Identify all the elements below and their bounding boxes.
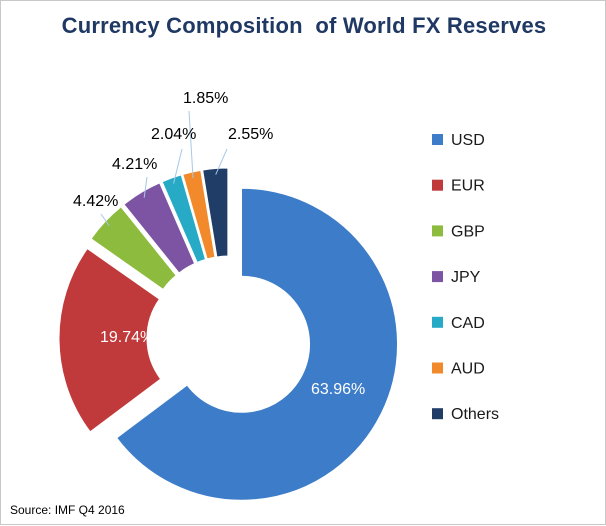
data-label-cad: 2.04% <box>151 126 196 143</box>
leader-line-jpy <box>143 176 148 198</box>
slice-usd <box>116 187 398 501</box>
legend-label-cad: CAD <box>451 315 485 332</box>
slice-eur <box>58 247 162 433</box>
legend-label-gbp: GBP <box>451 223 485 240</box>
legend-swatch-eur <box>432 179 443 191</box>
legend-swatch-others <box>432 408 443 420</box>
slice-others <box>202 167 229 258</box>
slice-gbp <box>90 206 177 291</box>
legend-label-usd: USD <box>451 132 485 149</box>
legend-label-jpy: JPY <box>451 269 481 286</box>
legend: USD EUR GBP JPY CAD AUD Others <box>432 132 499 423</box>
data-labels-group: 63.96% 19.74% 4.42% 4.21% 2.04% 1.85% 2.55% <box>73 90 365 398</box>
data-label-usd: 63.96% <box>311 381 365 398</box>
leader-lines-group <box>100 110 228 227</box>
legend-swatch-usd <box>432 134 443 145</box>
data-label-aud: 1.85% <box>183 90 228 107</box>
data-label-gbp: 4.42% <box>73 193 118 210</box>
chart-title: Currency Composition of World FX Reserve… <box>61 13 547 38</box>
source-note: Source: IMF Q4 2016 <box>10 503 125 517</box>
slice-jpy <box>123 182 196 274</box>
leader-line-gbp <box>100 213 110 227</box>
legend-swatch-jpy <box>432 271 443 283</box>
data-label-others: 2.55% <box>228 126 273 143</box>
slices-group <box>58 167 398 501</box>
legend-label-others: Others <box>451 406 499 423</box>
slice-aud <box>182 169 216 260</box>
data-label-eur: 19.74% <box>100 329 154 346</box>
legend-swatch-cad <box>432 316 443 328</box>
leader-line-others <box>215 148 228 175</box>
legend-swatch-gbp <box>432 225 443 237</box>
legend-swatch-aud <box>432 362 443 374</box>
legend-label-eur: EUR <box>451 178 485 195</box>
leader-line-cad <box>173 148 183 184</box>
legend-label-aud: AUD <box>451 361 485 378</box>
data-label-jpy: 4.21% <box>112 156 157 173</box>
leader-line-aud <box>188 110 194 179</box>
slice-cad <box>161 174 207 264</box>
